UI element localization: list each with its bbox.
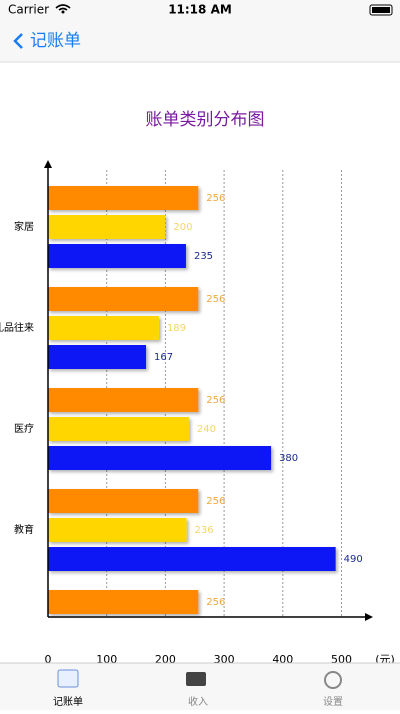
bar: [48, 287, 199, 311]
value-label: 200: [173, 222, 192, 233]
tab-label[interactable]: 收入: [188, 695, 208, 708]
value-label: 490: [344, 554, 363, 565]
value-label: 235: [194, 251, 213, 262]
back-title[interactable]: 记账单: [30, 31, 81, 51]
plot: 0100200300400500(元)家居256200235礼品往来256189…: [0, 160, 395, 666]
tab-icon-settings[interactable]: [324, 671, 342, 689]
value-label: 256: [206, 395, 225, 406]
bar: [48, 244, 186, 268]
bar: [48, 518, 187, 542]
value-label: 167: [154, 352, 173, 363]
bar: [48, 590, 199, 614]
bar: [48, 446, 272, 470]
wifi-dot: [61, 10, 65, 14]
bar: [48, 417, 189, 441]
bar: [48, 388, 199, 412]
value-label: 256: [206, 496, 225, 507]
back-chevron[interactable]: [13, 33, 23, 49]
y-tick-label: 礼品往来: [0, 321, 34, 334]
x-axis-arrow: [365, 613, 373, 621]
tab-label[interactable]: 记账单: [53, 696, 83, 708]
value-label: 189: [167, 323, 186, 334]
y-tick-label: 教育: [14, 523, 34, 536]
tab-icon-income[interactable]: [186, 672, 206, 686]
value-label: 256: [206, 294, 225, 305]
y-tick-label: 家居: [14, 220, 34, 233]
y-axis-arrow: [44, 160, 52, 168]
y-tick-label: 医疗: [14, 422, 34, 435]
bar: [48, 345, 147, 369]
wifi-icon: [55, 4, 71, 11]
time: 11:18 AM: [168, 3, 232, 17]
battery-level: [372, 7, 390, 13]
value-label: 240: [197, 424, 216, 435]
carrier: Carrier: [8, 3, 49, 17]
tab-icon-bills[interactable]: [57, 669, 79, 688]
value-label: 256: [206, 597, 225, 608]
bar: [48, 316, 159, 340]
tab-label[interactable]: 设置: [323, 696, 343, 708]
bar: [48, 547, 336, 571]
bar: [48, 215, 166, 239]
chart-title: 账单类别分布图: [146, 110, 265, 130]
value-label: 236: [195, 525, 214, 536]
value-label: 380: [279, 453, 298, 464]
bar: [48, 186, 199, 210]
x-tick-label: 0: [45, 653, 52, 666]
bar: [48, 489, 199, 513]
value-label: 256: [206, 193, 225, 204]
battery: [369, 4, 393, 16]
